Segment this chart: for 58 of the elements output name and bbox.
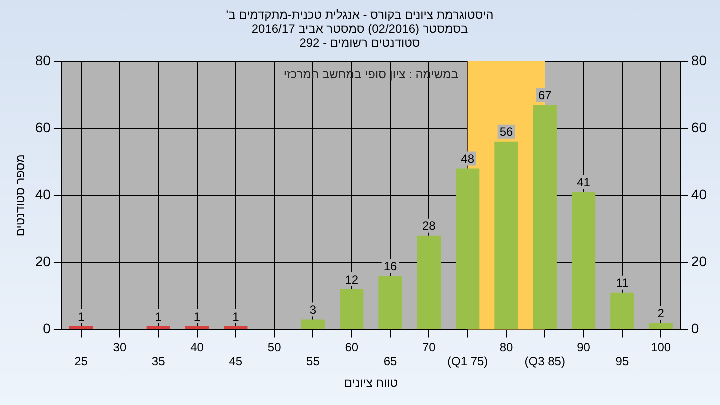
data-label: 1 xyxy=(194,310,201,324)
bar xyxy=(146,326,170,330)
y2-tick-label: 60 xyxy=(691,119,708,136)
bar xyxy=(533,105,557,330)
data-label: 11 xyxy=(616,276,629,290)
y-tick-label: 80 xyxy=(35,52,52,68)
data-label: 1 xyxy=(155,310,162,324)
x-tick-label: 30 xyxy=(113,340,127,354)
data-label: 28 xyxy=(422,219,436,234)
x-tick-label: 50 xyxy=(268,340,282,354)
x-axis-title: טווח ציונים xyxy=(344,376,398,390)
x-tick-label: 25 xyxy=(74,354,88,369)
x-tick-label: 65 xyxy=(384,354,398,369)
bar xyxy=(494,142,518,330)
y2-tick-label: 20 xyxy=(691,254,708,270)
x-tick-label: 35 xyxy=(152,354,166,369)
x-tick-label: 90 xyxy=(577,340,591,354)
data-label: 1 xyxy=(232,310,240,324)
y-tick-label: 40 xyxy=(35,186,52,202)
data-label: 56 xyxy=(500,125,514,140)
bar xyxy=(69,326,94,330)
y2-tick-label: 0 xyxy=(691,320,700,337)
y2-tick-label: 80 xyxy=(691,52,708,68)
x-tick-label: 95 xyxy=(616,354,630,369)
data-label: 3 xyxy=(310,303,317,318)
y-tick-label: 0 xyxy=(43,320,52,337)
data-label: 48 xyxy=(461,152,475,166)
bar xyxy=(340,290,364,330)
data-label: 67 xyxy=(538,88,552,102)
y2-tick-label: 40 xyxy=(691,186,708,202)
x-tick-label: 60 xyxy=(345,340,359,354)
data-label: 41 xyxy=(577,176,591,190)
data-label: 12 xyxy=(345,272,359,287)
x-tick-label: 80 xyxy=(500,340,514,354)
chart-title: היסטוגרמת ציונים בקורס - אנגלית טכנית-מתקדמים ב' בסמסטר (02/2016) סמסטר אביב 2016/17 xyxy=(225,8,495,36)
x-tick-label: 40 xyxy=(190,340,204,354)
x-tick-label: (Q1 75) xyxy=(447,354,488,369)
bar xyxy=(649,323,673,330)
y-tick-label: 60 xyxy=(35,119,52,136)
bar xyxy=(185,326,210,330)
bar xyxy=(417,236,442,330)
x-tick-label: 55 xyxy=(306,354,320,369)
y-axis-title: מספר סטודנטים xyxy=(14,154,28,237)
chart-subtitle: סטודנטים רשומים - 292 xyxy=(298,36,422,50)
bar xyxy=(610,292,634,330)
bar xyxy=(301,320,326,330)
bar xyxy=(456,168,480,330)
bar xyxy=(572,192,596,330)
bar xyxy=(224,326,248,330)
bar xyxy=(378,276,402,330)
y-tick-label: 20 xyxy=(35,254,52,270)
x-tick-label: 70 xyxy=(422,340,436,354)
x-tick-label: 100 xyxy=(651,340,672,354)
data-label: 1 xyxy=(78,310,85,324)
data-label: 16 xyxy=(384,259,398,274)
x-tick-label: 45 xyxy=(229,354,243,369)
data-label: 2 xyxy=(658,306,665,320)
x-tick-label: (Q3 85) xyxy=(524,354,566,369)
